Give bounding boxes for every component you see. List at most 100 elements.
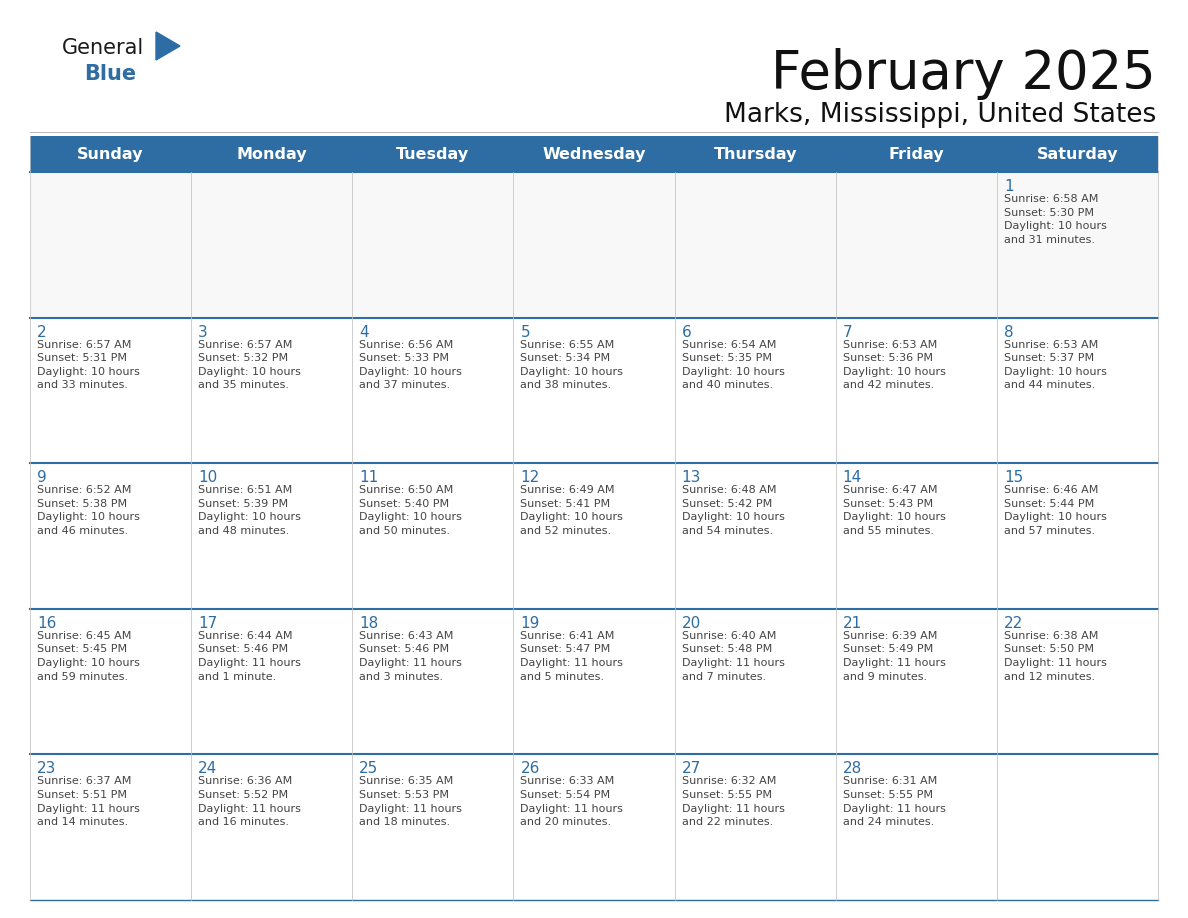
Text: 26: 26 <box>520 761 539 777</box>
Text: 22: 22 <box>1004 616 1023 631</box>
Text: Sunrise: 6:38 AM
Sunset: 5:50 PM
Daylight: 11 hours
and 12 minutes.: Sunrise: 6:38 AM Sunset: 5:50 PM Dayligh… <box>1004 631 1107 681</box>
Bar <box>353 318 513 464</box>
Text: Sunday: Sunday <box>77 147 144 162</box>
Bar <box>30 318 191 464</box>
Text: Tuesday: Tuesday <box>397 147 469 162</box>
Text: Marks, Mississippi, United States: Marks, Mississippi, United States <box>723 102 1156 128</box>
Text: 13: 13 <box>682 470 701 486</box>
Bar <box>30 464 191 609</box>
Text: Sunrise: 6:33 AM
Sunset: 5:54 PM
Daylight: 11 hours
and 20 minutes.: Sunrise: 6:33 AM Sunset: 5:54 PM Dayligh… <box>520 777 624 827</box>
Text: Sunrise: 6:47 AM
Sunset: 5:43 PM
Daylight: 10 hours
and 55 minutes.: Sunrise: 6:47 AM Sunset: 5:43 PM Dayligh… <box>842 486 946 536</box>
Text: 17: 17 <box>198 616 217 631</box>
Bar <box>353 464 513 609</box>
Text: Sunrise: 6:51 AM
Sunset: 5:39 PM
Daylight: 10 hours
and 48 minutes.: Sunrise: 6:51 AM Sunset: 5:39 PM Dayligh… <box>198 486 301 536</box>
Bar <box>513 755 675 900</box>
Text: Monday: Monday <box>236 147 307 162</box>
Text: Sunrise: 6:49 AM
Sunset: 5:41 PM
Daylight: 10 hours
and 52 minutes.: Sunrise: 6:49 AM Sunset: 5:41 PM Dayligh… <box>520 486 624 536</box>
Text: Sunrise: 6:56 AM
Sunset: 5:33 PM
Daylight: 10 hours
and 37 minutes.: Sunrise: 6:56 AM Sunset: 5:33 PM Dayligh… <box>359 340 462 390</box>
Text: 8: 8 <box>1004 325 1013 340</box>
Text: Sunrise: 6:50 AM
Sunset: 5:40 PM
Daylight: 10 hours
and 50 minutes.: Sunrise: 6:50 AM Sunset: 5:40 PM Dayligh… <box>359 486 462 536</box>
Text: Sunrise: 6:54 AM
Sunset: 5:35 PM
Daylight: 10 hours
and 40 minutes.: Sunrise: 6:54 AM Sunset: 5:35 PM Dayligh… <box>682 340 784 390</box>
Bar <box>835 318 997 464</box>
Bar <box>675 318 835 464</box>
Text: Sunrise: 6:57 AM
Sunset: 5:31 PM
Daylight: 10 hours
and 33 minutes.: Sunrise: 6:57 AM Sunset: 5:31 PM Dayligh… <box>37 340 140 390</box>
Bar <box>835 755 997 900</box>
Bar <box>513 318 675 464</box>
Bar <box>513 172 675 318</box>
Text: General: General <box>62 38 144 58</box>
Text: 12: 12 <box>520 470 539 486</box>
Bar <box>835 609 997 755</box>
Text: 19: 19 <box>520 616 539 631</box>
Bar <box>835 464 997 609</box>
Polygon shape <box>156 32 181 60</box>
Text: 5: 5 <box>520 325 530 340</box>
Text: 16: 16 <box>37 616 56 631</box>
Text: February 2025: February 2025 <box>771 48 1156 100</box>
Text: 15: 15 <box>1004 470 1023 486</box>
Text: Sunrise: 6:37 AM
Sunset: 5:51 PM
Daylight: 11 hours
and 14 minutes.: Sunrise: 6:37 AM Sunset: 5:51 PM Dayligh… <box>37 777 140 827</box>
Text: 14: 14 <box>842 470 862 486</box>
Text: 25: 25 <box>359 761 379 777</box>
Bar <box>835 172 997 318</box>
Bar <box>513 464 675 609</box>
Bar <box>191 318 353 464</box>
Bar <box>997 609 1158 755</box>
Text: Sunrise: 6:39 AM
Sunset: 5:49 PM
Daylight: 11 hours
and 9 minutes.: Sunrise: 6:39 AM Sunset: 5:49 PM Dayligh… <box>842 631 946 681</box>
Text: 2: 2 <box>37 325 46 340</box>
Text: 10: 10 <box>198 470 217 486</box>
Bar <box>513 609 675 755</box>
Bar <box>675 464 835 609</box>
Bar <box>191 609 353 755</box>
Text: Sunrise: 6:57 AM
Sunset: 5:32 PM
Daylight: 10 hours
and 35 minutes.: Sunrise: 6:57 AM Sunset: 5:32 PM Dayligh… <box>198 340 301 390</box>
Text: 27: 27 <box>682 761 701 777</box>
Bar <box>30 609 191 755</box>
Text: Sunrise: 6:45 AM
Sunset: 5:45 PM
Daylight: 10 hours
and 59 minutes.: Sunrise: 6:45 AM Sunset: 5:45 PM Dayligh… <box>37 631 140 681</box>
Bar <box>353 609 513 755</box>
Text: Friday: Friday <box>889 147 944 162</box>
Bar <box>353 172 513 318</box>
Bar <box>997 172 1158 318</box>
Text: 21: 21 <box>842 616 862 631</box>
Text: Sunrise: 6:32 AM
Sunset: 5:55 PM
Daylight: 11 hours
and 22 minutes.: Sunrise: 6:32 AM Sunset: 5:55 PM Dayligh… <box>682 777 784 827</box>
Text: Sunrise: 6:53 AM
Sunset: 5:37 PM
Daylight: 10 hours
and 44 minutes.: Sunrise: 6:53 AM Sunset: 5:37 PM Dayligh… <box>1004 340 1107 390</box>
Text: 4: 4 <box>359 325 369 340</box>
Bar <box>997 755 1158 900</box>
Bar <box>997 318 1158 464</box>
Text: Sunrise: 6:48 AM
Sunset: 5:42 PM
Daylight: 10 hours
and 54 minutes.: Sunrise: 6:48 AM Sunset: 5:42 PM Dayligh… <box>682 486 784 536</box>
Text: 6: 6 <box>682 325 691 340</box>
Bar <box>353 755 513 900</box>
Text: 11: 11 <box>359 470 379 486</box>
Text: Sunrise: 6:43 AM
Sunset: 5:46 PM
Daylight: 11 hours
and 3 minutes.: Sunrise: 6:43 AM Sunset: 5:46 PM Dayligh… <box>359 631 462 681</box>
Bar <box>997 464 1158 609</box>
Bar <box>675 755 835 900</box>
Text: 1: 1 <box>1004 179 1013 194</box>
Text: Sunrise: 6:40 AM
Sunset: 5:48 PM
Daylight: 11 hours
and 7 minutes.: Sunrise: 6:40 AM Sunset: 5:48 PM Dayligh… <box>682 631 784 681</box>
Bar <box>191 755 353 900</box>
Text: Sunrise: 6:55 AM
Sunset: 5:34 PM
Daylight: 10 hours
and 38 minutes.: Sunrise: 6:55 AM Sunset: 5:34 PM Dayligh… <box>520 340 624 390</box>
Text: Sunrise: 6:46 AM
Sunset: 5:44 PM
Daylight: 10 hours
and 57 minutes.: Sunrise: 6:46 AM Sunset: 5:44 PM Dayligh… <box>1004 486 1107 536</box>
Text: 28: 28 <box>842 761 862 777</box>
Text: Sunrise: 6:41 AM
Sunset: 5:47 PM
Daylight: 11 hours
and 5 minutes.: Sunrise: 6:41 AM Sunset: 5:47 PM Dayligh… <box>520 631 624 681</box>
Text: Sunrise: 6:53 AM
Sunset: 5:36 PM
Daylight: 10 hours
and 42 minutes.: Sunrise: 6:53 AM Sunset: 5:36 PM Dayligh… <box>842 340 946 390</box>
Text: 18: 18 <box>359 616 379 631</box>
Bar <box>675 172 835 318</box>
Text: Sunrise: 6:35 AM
Sunset: 5:53 PM
Daylight: 11 hours
and 18 minutes.: Sunrise: 6:35 AM Sunset: 5:53 PM Dayligh… <box>359 777 462 827</box>
Bar <box>30 172 191 318</box>
Text: Blue: Blue <box>84 64 137 84</box>
Text: Sunrise: 6:58 AM
Sunset: 5:30 PM
Daylight: 10 hours
and 31 minutes.: Sunrise: 6:58 AM Sunset: 5:30 PM Dayligh… <box>1004 194 1107 245</box>
Text: Wednesday: Wednesday <box>542 147 646 162</box>
Bar <box>191 172 353 318</box>
Text: Sunrise: 6:36 AM
Sunset: 5:52 PM
Daylight: 11 hours
and 16 minutes.: Sunrise: 6:36 AM Sunset: 5:52 PM Dayligh… <box>198 777 301 827</box>
Text: Sunrise: 6:44 AM
Sunset: 5:46 PM
Daylight: 11 hours
and 1 minute.: Sunrise: 6:44 AM Sunset: 5:46 PM Dayligh… <box>198 631 301 681</box>
Bar <box>30 755 191 900</box>
Text: Thursday: Thursday <box>713 147 797 162</box>
Bar <box>30 136 1158 172</box>
Bar <box>675 609 835 755</box>
Text: 3: 3 <box>198 325 208 340</box>
Text: 7: 7 <box>842 325 852 340</box>
Text: 24: 24 <box>198 761 217 777</box>
Text: Saturday: Saturday <box>1037 147 1118 162</box>
Bar <box>191 464 353 609</box>
Text: 20: 20 <box>682 616 701 631</box>
